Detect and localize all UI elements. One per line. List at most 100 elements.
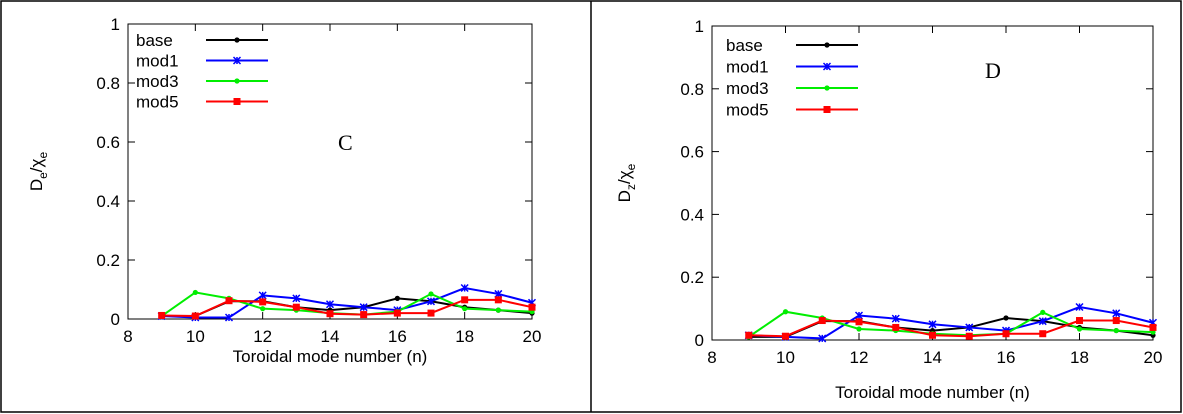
y-tick-label: 1 — [111, 15, 120, 34]
data-point-mod5 — [259, 298, 267, 306]
data-point-mod5 — [1002, 330, 1010, 338]
data-point-mod5 — [326, 310, 334, 318]
x-tick-label: 10 — [776, 348, 795, 367]
data-point-mod5 — [461, 296, 469, 304]
y-axis-label-sub2: e — [36, 152, 50, 159]
x-tick-label: 12 — [253, 327, 272, 346]
data-point-mod1 — [494, 289, 503, 298]
legend-label-mod5: mod5 — [136, 93, 179, 112]
legend-marker-base — [234, 37, 240, 43]
series-mod1 — [157, 283, 537, 322]
data-point-base — [394, 295, 400, 301]
y-axis-label-sub2: e — [624, 163, 638, 170]
y-tick-label: 0.8 — [680, 80, 704, 99]
data-point-mod3 — [260, 306, 266, 312]
data-point-mod3 — [1113, 327, 1119, 334]
data-point-mod5 — [855, 318, 863, 326]
y-axis-label-base: D — [615, 190, 634, 202]
data-point-mod5 — [818, 317, 826, 325]
data-point-mod5 — [929, 331, 936, 339]
y-tick-label: 0.6 — [96, 133, 120, 152]
y-axis-label-mid: /χ — [615, 170, 634, 184]
y-tick-label: 0.4 — [96, 192, 120, 211]
data-point-mod5 — [427, 309, 435, 317]
data-point-mod5 — [965, 332, 973, 340]
legend-label-base: base — [726, 36, 763, 55]
panel-letter: D — [985, 58, 1001, 83]
y-axis-label-mid: /χ — [27, 158, 46, 172]
data-point-mod1 — [854, 311, 864, 320]
legend-marker-mod3 — [824, 85, 830, 91]
data-point-mod3 — [495, 307, 501, 313]
data-point-mod3 — [856, 326, 862, 332]
data-point-mod1 — [426, 297, 436, 306]
y-tick-label: 0.6 — [680, 143, 704, 162]
data-point-mod5 — [225, 297, 233, 305]
data-point-mod5 — [1039, 330, 1047, 338]
y-axis-label-sub: e — [36, 172, 50, 179]
y-tick-label: 0.8 — [96, 74, 120, 93]
data-point-mod5 — [292, 303, 300, 311]
series-line-mod5 — [748, 319, 1154, 338]
series-line-mod1 — [748, 305, 1154, 340]
data-point-mod5 — [494, 296, 502, 304]
series-line-mod3 — [161, 291, 533, 317]
data-point-mod1 — [1112, 309, 1121, 318]
data-point-mod5 — [782, 332, 789, 340]
data-point-mod1 — [928, 320, 937, 329]
y-axis-label: De/χe — [27, 152, 50, 192]
data-point-mod5 — [1076, 317, 1083, 325]
series-line-mod1 — [161, 286, 533, 319]
x-tick-label: 8 — [707, 348, 716, 367]
data-point-base — [1003, 315, 1009, 321]
data-point-mod1 — [1038, 317, 1047, 326]
legend-label-mod1: mod1 — [136, 52, 179, 71]
x-tick-label: 12 — [850, 348, 869, 367]
legend-label-mod5: mod5 — [726, 101, 769, 120]
legend-marker-mod5 — [823, 106, 831, 113]
plot-frame — [711, 25, 1154, 341]
data-point-mod3 — [428, 291, 434, 297]
data-point-mod1 — [292, 294, 301, 303]
data-point-mod5 — [191, 312, 199, 320]
x-tick-label: 20 — [1144, 348, 1163, 367]
y-tick-label: 0.2 — [680, 268, 704, 287]
data-point-mod5 — [528, 303, 536, 311]
data-point-mod5 — [1112, 317, 1120, 325]
data-point-mod3 — [462, 306, 468, 312]
x-tick-label: 18 — [455, 327, 474, 346]
y-tick-label: 0 — [111, 310, 120, 329]
data-point-mod1 — [818, 334, 827, 343]
x-tick-label: 10 — [186, 327, 205, 346]
x-axis-label: Toroidal mode number (n) — [835, 383, 1030, 402]
data-point-mod3 — [782, 309, 789, 315]
panel-letter: C — [338, 130, 353, 155]
data-point-mod1 — [258, 291, 267, 300]
data-point-mod3 — [1076, 326, 1083, 332]
data-point-mod1 — [460, 283, 469, 293]
x-tick-label: 14 — [321, 327, 340, 346]
x-axis-label: Toroidal mode number (n) — [233, 347, 428, 366]
legend-label-base: base — [136, 31, 173, 50]
x-tick-label: 16 — [388, 327, 407, 346]
x-tick-label: 14 — [923, 348, 942, 367]
y-tick-label: 0 — [695, 331, 704, 350]
legend-marker-mod3 — [234, 78, 240, 84]
data-point-mod5 — [745, 331, 753, 339]
series-line-mod5 — [161, 298, 533, 318]
data-point-mod1 — [965, 323, 974, 332]
data-point-mod1 — [891, 314, 900, 323]
data-point-mod5 — [158, 311, 166, 319]
legend-label-mod1: mod1 — [726, 58, 769, 77]
data-point-mod3 — [192, 289, 198, 296]
data-point-mod1 — [224, 313, 234, 322]
data-point-mod5 — [892, 323, 900, 331]
y-axis-label-sub: z — [624, 184, 638, 190]
data-point-mod1 — [359, 303, 368, 312]
legend-label-mod3: mod3 — [726, 79, 769, 98]
plot-frame — [127, 23, 533, 320]
legend-marker-mod1 — [232, 56, 242, 65]
data-point-mod1 — [1075, 302, 1084, 312]
y-tick-label: 0.2 — [96, 251, 120, 270]
